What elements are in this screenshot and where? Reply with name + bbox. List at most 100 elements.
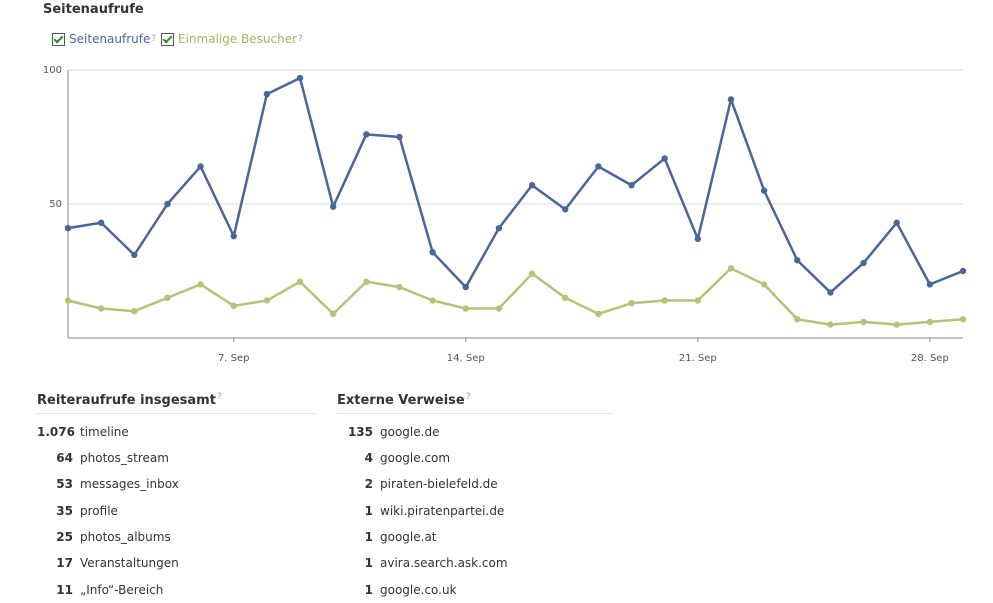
table-row: 1 google.at <box>337 524 614 550</box>
legend-item[interactable]: Einmalige Besucher? <box>161 32 303 46</box>
data-point <box>661 155 668 162</box>
data-point <box>462 305 469 312</box>
data-point <box>462 283 469 291</box>
data-point <box>164 200 171 208</box>
data-point <box>97 219 105 226</box>
checkbox[interactable] <box>161 32 174 46</box>
data-point <box>794 316 801 323</box>
data-point <box>528 182 536 189</box>
data-point <box>794 257 801 264</box>
data-point <box>827 321 834 328</box>
label: profile <box>80 503 118 518</box>
count: 17 <box>56 556 73 571</box>
table-title: Reiteraufrufe insgesamt <box>37 393 216 409</box>
label: photos_albums <box>80 530 171 545</box>
series-line <box>67 76 964 294</box>
data-point <box>64 224 72 232</box>
data-point <box>164 294 171 301</box>
data-point <box>197 281 204 288</box>
x-tick-label: 7. Sep <box>218 353 250 364</box>
table-row: 135 google.de <box>337 418 614 444</box>
data-point <box>429 249 436 256</box>
data-point <box>131 251 138 259</box>
data-point <box>363 131 370 138</box>
data-point <box>760 187 768 194</box>
data-point <box>296 74 304 82</box>
label: google.at <box>380 530 437 545</box>
data-point <box>495 224 503 232</box>
data-point <box>329 310 337 318</box>
data-point <box>727 96 735 103</box>
table-row: 53 messages_inbox <box>37 471 315 497</box>
label: messages_inbox <box>80 477 179 492</box>
label: google.co.uk <box>380 582 457 597</box>
data-point <box>263 90 271 98</box>
count: 1 <box>364 530 373 545</box>
data-point <box>131 308 138 315</box>
table-row: 2 piraten-bielefeld.de <box>337 471 614 497</box>
table-title: Externe Verweise <box>337 393 465 409</box>
count: 1 <box>364 582 373 597</box>
table-row: 64 photos_stream <box>37 445 315 471</box>
data-point <box>694 297 702 304</box>
data-point <box>959 267 967 275</box>
help[interactable]: ? <box>298 34 303 44</box>
table-header: Externe Verweise? <box>337 392 614 415</box>
data-point <box>860 318 867 326</box>
table-row: 35 profile <box>37 498 315 524</box>
section-title: Seitenaufrufe <box>43 2 144 17</box>
data-point <box>595 310 602 318</box>
data-point <box>760 281 768 288</box>
data-point <box>197 163 204 170</box>
data-point <box>64 297 72 304</box>
label: photos_stream <box>80 450 169 465</box>
count: 11 <box>56 582 73 597</box>
help[interactable]: ? <box>216 392 222 402</box>
data-point <box>595 163 602 170</box>
data-point <box>893 219 900 226</box>
legend-label: Einmalige Besucher <box>178 32 298 46</box>
data-point <box>528 270 536 277</box>
count: 1 <box>364 503 373 518</box>
checkbox[interactable] <box>52 32 65 46</box>
count: 2 <box>364 477 373 492</box>
x-tick-label: 28. Sep <box>911 353 949 364</box>
data-point <box>893 321 900 328</box>
data-point <box>926 318 934 326</box>
data-point <box>329 203 337 210</box>
data-point <box>363 278 370 285</box>
count: 1 <box>364 556 373 571</box>
table-row: 17 Veranstaltungen <box>37 550 315 576</box>
label: google.de <box>380 424 440 439</box>
table-row: 1 wiki.piratenpartei.de <box>337 498 614 524</box>
y-tick-label: 100 <box>43 65 62 76</box>
label: „Info“-Bereich <box>80 582 164 597</box>
data-point <box>562 206 569 213</box>
table: Reiteraufrufe insgesamt? 1.076 timeline 64 p… <box>37 392 315 603</box>
data-point <box>628 299 635 307</box>
table-row: 1 google.co.uk <box>337 577 614 603</box>
data-point <box>562 294 569 301</box>
data-point <box>628 182 635 189</box>
data-point <box>396 133 403 141</box>
data-point <box>97 305 105 312</box>
data-point <box>926 281 934 288</box>
table: Externe Verweise? 135 google.de 4 google.com… <box>337 392 614 603</box>
count: 135 <box>347 424 373 439</box>
chart: 50 100 7. Sep 14. Sep 21. Sep 28. Sep <box>43 65 967 364</box>
x-tick-label: 14. Sep <box>447 353 485 364</box>
help[interactable]: ? <box>151 34 157 44</box>
data-point <box>827 289 834 296</box>
table-row: 11 „Info“-Bereich <box>37 577 315 603</box>
count: 53 <box>56 477 73 492</box>
legend-item[interactable]: Seitenaufrufe? <box>52 32 156 46</box>
help[interactable]: ? <box>465 392 471 402</box>
label: wiki.piratenpartei.de <box>380 503 505 518</box>
data-point <box>661 297 668 304</box>
count: 35 <box>56 503 73 518</box>
table-header: Reiteraufrufe insgesamt? <box>37 392 315 415</box>
table-row: 25 photos_albums <box>37 524 315 550</box>
count: 4 <box>364 450 373 465</box>
label: timeline <box>80 424 129 439</box>
